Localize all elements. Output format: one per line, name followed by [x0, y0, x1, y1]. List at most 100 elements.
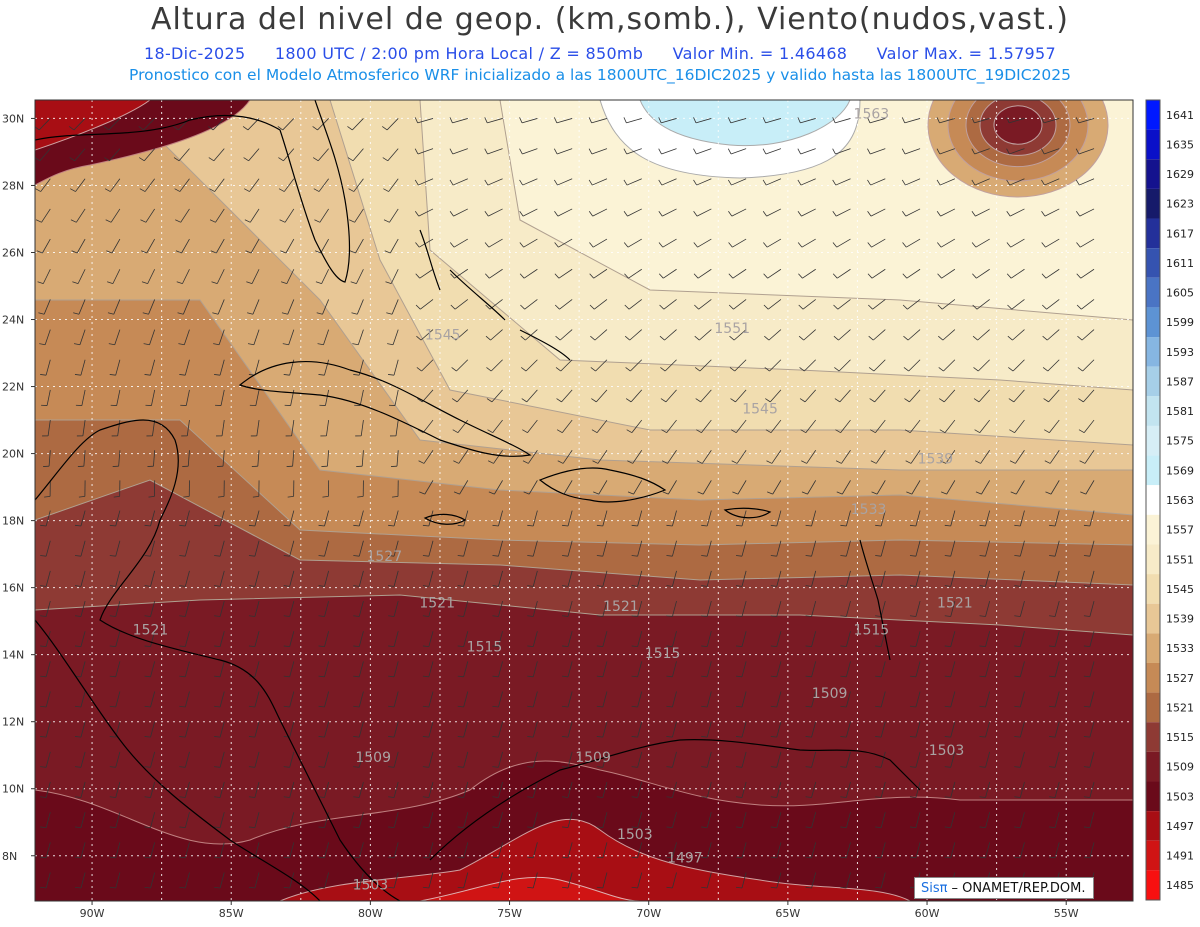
wind-barb-flag: [867, 210, 872, 217]
wind-barb: [769, 359, 782, 372]
wind-barb-flag: [944, 856, 951, 859]
wind-barb-flag: [74, 705, 82, 708]
wind-barb: [567, 540, 573, 557]
wind-barb-flag: [596, 766, 603, 768]
wind-barb: [487, 178, 503, 186]
wind-barb: [602, 842, 608, 858]
wind-barb: [117, 420, 121, 436]
wind-barb-flag: [179, 886, 186, 889]
wind-barb-flag: [382, 157, 389, 162]
wind-barb: [915, 600, 921, 617]
wind-barb: [915, 751, 921, 768]
wind-barb: [521, 118, 538, 124]
wind-barb: [150, 661, 156, 677]
wind-barb-flag: [801, 460, 807, 464]
wind-barb-flag: [183, 495, 190, 498]
wind-barb: [908, 359, 921, 372]
wind-barb-flag: [422, 675, 429, 678]
wind-barb-flag: [322, 495, 329, 498]
coastline: [723, 507, 772, 519]
contour-label: 1503: [353, 877, 389, 893]
wind-barb-flag: [68, 126, 75, 131]
wind-barb-flag: [666, 796, 673, 798]
wind-barb-flag: [492, 645, 499, 648]
lat-label: 24N: [2, 314, 24, 327]
min-value: Valor Min. = 1.46468: [672, 44, 848, 63]
wind-barb-flag: [909, 585, 916, 587]
wind-barb: [776, 781, 782, 798]
wind-barb: [326, 420, 330, 436]
wind-barb-flag: [72, 281, 79, 285]
wind-barb: [463, 661, 469, 677]
wind-barb-flag: [318, 555, 325, 557]
wind-barb: [289, 540, 295, 557]
wind-barb-flag: [283, 856, 290, 859]
wind-barb-flag: [416, 335, 422, 341]
wind-barb-flag: [1014, 826, 1021, 829]
wind-barb: [979, 419, 990, 433]
wind-barb-flag: [631, 886, 638, 889]
wind-barb: [1049, 419, 1060, 433]
wind-barb: [776, 510, 782, 527]
wind-barb-flag: [144, 886, 151, 889]
wind-barb-flag: [590, 335, 596, 341]
wind-barb: [83, 450, 86, 467]
wind-barb-flag: [944, 796, 951, 798]
wind-barb-flag: [388, 796, 395, 798]
wind-barb: [219, 751, 225, 768]
wind-barb-flag: [735, 585, 743, 587]
wind-barb-flag: [592, 460, 599, 464]
wind-barb: [289, 872, 295, 889]
wind-barb: [875, 419, 886, 433]
wind-barb-flag: [979, 524, 986, 527]
wind-barb: [950, 631, 956, 647]
wind-barb: [254, 631, 260, 647]
colorbar-label: 1515: [1166, 731, 1194, 744]
wind-barb-flag: [1083, 736, 1090, 738]
wind-barb: [562, 450, 573, 464]
contour-label: 1503: [929, 743, 965, 759]
contour-label: 1515: [467, 639, 503, 655]
wind-barb: [593, 268, 608, 279]
wind-barb-flag: [832, 273, 838, 279]
wind-barb: [324, 691, 330, 708]
wind-barb: [772, 480, 782, 495]
wind-barb: [179, 178, 190, 192]
wind-barb-flag: [624, 273, 629, 279]
wind-barb-flag: [553, 179, 558, 186]
wind-barb-flag: [248, 645, 255, 648]
wind-barb-flag: [805, 766, 812, 768]
wind-barb-flag: [971, 148, 975, 155]
wind-barb: [602, 540, 608, 557]
wind-barb-flag: [242, 126, 249, 131]
wind-barb: [1012, 329, 1025, 341]
wind-barb: [731, 178, 747, 186]
wind-barb: [734, 359, 747, 372]
wind-barb-flag: [735, 524, 743, 527]
wind-barb: [950, 812, 956, 828]
wind-barb: [526, 389, 538, 403]
wind-barb-flag: [350, 281, 357, 285]
wind-barb: [38, 118, 51, 131]
wind-barb-flag: [562, 886, 569, 889]
wind-barb: [284, 208, 295, 223]
wind-barb: [904, 148, 921, 155]
wind-barb: [393, 510, 399, 527]
wind-barb: [1078, 148, 1095, 155]
wind-barb: [356, 299, 364, 315]
wind-barb-flag: [1083, 796, 1090, 798]
wind-barb: [522, 148, 538, 155]
wind-barb-flag: [1076, 304, 1082, 310]
wind-barb: [1009, 208, 1025, 217]
colorbar-label: 1545: [1166, 583, 1194, 596]
wind-barb: [115, 631, 121, 647]
wind-barb: [985, 600, 991, 617]
wind-barb-flag: [492, 675, 499, 678]
wind-barb: [149, 329, 156, 345]
wind-barb-flag: [623, 148, 628, 155]
wind-barb-flag: [353, 524, 360, 527]
wind-barb-flag: [144, 796, 151, 798]
wind-barb: [731, 208, 747, 217]
wind-barb: [602, 812, 608, 828]
wind-barb-flag: [590, 367, 596, 372]
